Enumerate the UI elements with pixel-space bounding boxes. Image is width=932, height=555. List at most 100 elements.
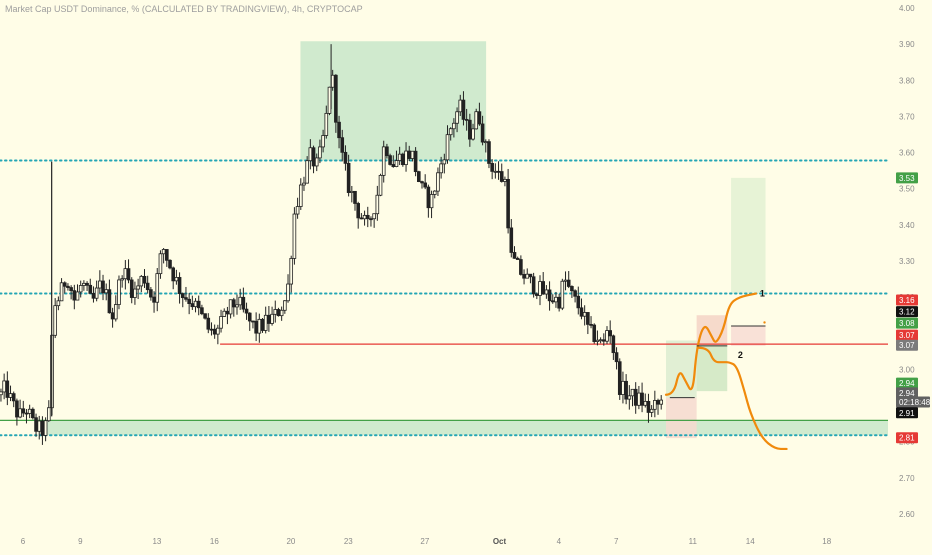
price-badge-label: 3.12 [899, 308, 915, 317]
path-label: 1 [760, 289, 765, 299]
candle-down [168, 259, 172, 269]
candle-up [295, 206, 300, 215]
candle-up [53, 305, 57, 336]
candle-down [515, 257, 520, 260]
candle-up [538, 281, 542, 296]
candle-up [397, 153, 402, 161]
candle-down [420, 181, 424, 184]
candle-down [244, 308, 249, 314]
candle-down [535, 293, 539, 296]
y-tick-label: 3.80 [899, 76, 915, 85]
candle-up [503, 178, 507, 182]
price-badge [896, 329, 918, 341]
candle-up [627, 395, 632, 400]
price-badge-label: 2.94 [899, 389, 915, 398]
candle-up [560, 280, 565, 309]
candle-up [432, 190, 437, 195]
candle-down [646, 400, 651, 413]
candle-down [184, 297, 188, 300]
candle-up [117, 279, 121, 305]
candle-down [468, 119, 472, 140]
candle-down [512, 252, 517, 259]
candle-up [404, 150, 408, 166]
candle-up [283, 300, 287, 311]
candle-up [292, 213, 297, 259]
candle-down [608, 330, 612, 337]
candle-down [423, 182, 427, 188]
candle-up [235, 304, 239, 308]
candle-up [378, 174, 383, 196]
candle-down [487, 141, 491, 164]
candle-down [11, 393, 16, 402]
candle-up [174, 277, 179, 282]
candle-up [471, 128, 475, 140]
candle-down [149, 289, 153, 298]
candle-up [436, 172, 440, 192]
candle-up [458, 99, 463, 113]
candle-down [40, 420, 45, 436]
price-badge-label: 2.91 [899, 409, 915, 418]
price-badge [896, 317, 918, 329]
candle-up [302, 182, 306, 186]
candle-up [598, 339, 603, 342]
candle-down [570, 286, 574, 292]
candle-up [563, 279, 568, 282]
x-tick-label: 4 [557, 537, 562, 546]
candle-down [566, 279, 571, 287]
candle-down [212, 328, 217, 335]
candle-down [101, 280, 105, 294]
candle-down [145, 282, 150, 291]
candle-down [142, 275, 147, 284]
candle-down [573, 290, 577, 297]
candle-up [263, 314, 268, 331]
candle-down [365, 214, 370, 220]
candle-down [522, 274, 526, 279]
candle-down [72, 290, 77, 301]
candle-up [362, 214, 367, 220]
candle-up [78, 285, 83, 293]
candle-down [353, 190, 357, 204]
candle-up [314, 157, 319, 167]
candle-up [104, 289, 109, 294]
candle-down [528, 273, 533, 278]
x-tick-label: 20 [286, 537, 295, 546]
price-badge [896, 339, 918, 351]
candle-up [238, 296, 242, 306]
candle-up [120, 278, 124, 281]
y-tick-label: 3.70 [899, 112, 915, 121]
candle-down [85, 282, 89, 286]
candle-up [429, 194, 434, 209]
candle-down [203, 313, 207, 319]
candle-down [477, 111, 482, 125]
candle-up [193, 300, 198, 308]
candle-down [640, 392, 644, 406]
marker-dot [763, 321, 766, 324]
path-label: 2 [738, 350, 743, 360]
candle-up [455, 111, 459, 124]
y-tick-label: 3.30 [899, 257, 915, 266]
zone-target [696, 344, 728, 392]
price-badge [896, 377, 918, 389]
projection-path-1 [664, 292, 758, 396]
candle-down [541, 281, 545, 295]
y-tick-label: 3.90 [899, 40, 915, 49]
candle-up [582, 312, 587, 317]
candle-up [43, 420, 48, 436]
candle-up [139, 275, 144, 287]
chart-title: Market Cap USDT Dominance, % (CALCULATED… [5, 4, 363, 14]
candle-up [372, 213, 376, 220]
candle-up [133, 288, 137, 298]
x-tick-label: 9 [78, 537, 83, 546]
candle-down [480, 123, 485, 143]
candle-up [305, 160, 309, 184]
candle-down [107, 289, 112, 314]
candle-up [59, 282, 64, 302]
candle-down [417, 171, 421, 183]
candle-down [31, 408, 35, 419]
price-badge-label: 02:18:48 [899, 398, 931, 407]
candle-down [359, 217, 364, 220]
candle-up [286, 283, 290, 302]
price-badge-label: 3.53 [899, 174, 915, 183]
y-tick-label: 3.50 [899, 185, 915, 194]
